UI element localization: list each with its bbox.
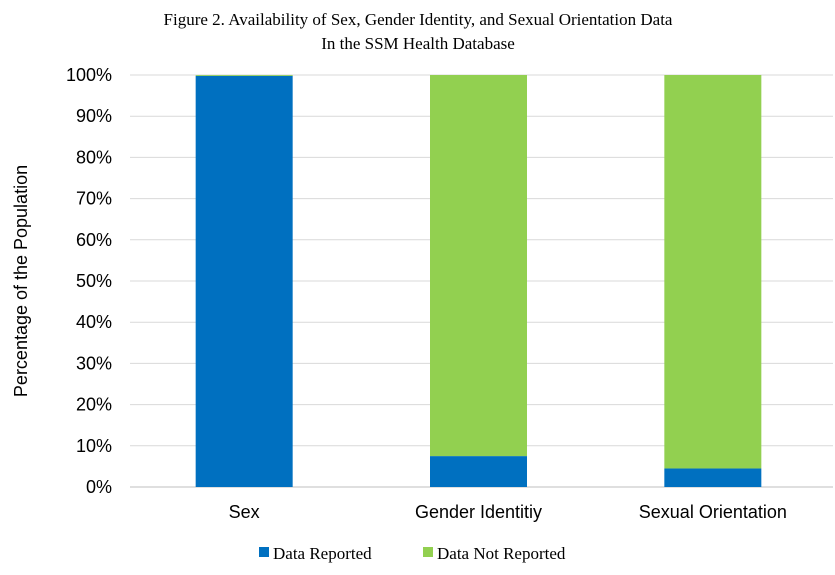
y-tick-label: 90% (76, 106, 112, 126)
y-tick-label: 20% (76, 395, 112, 415)
y-tick-label: 80% (76, 147, 112, 167)
x-category-label: Gender Identitiy (415, 502, 542, 522)
y-tick-label: 10% (76, 436, 112, 456)
y-tick-label: 40% (76, 312, 112, 332)
bar-segment (195, 75, 293, 487)
bar-segment (664, 468, 762, 487)
x-category-label: Sex (229, 502, 260, 522)
chart-title: Figure 2. Availability of Sex, Gender Id… (164, 10, 673, 29)
bar-segment (430, 456, 527, 487)
y-tick-label: 70% (76, 189, 112, 209)
y-axis-ticks: 0% 10% 20% 30% 40% 50% 60% 70% 80% 90% 100% (66, 65, 112, 497)
legend-swatch (423, 547, 433, 557)
y-tick-label: 50% (76, 271, 112, 291)
legend-swatch (259, 547, 269, 557)
y-axis-label: Percentage of the Population (11, 165, 31, 397)
y-tick-label: 30% (76, 353, 112, 373)
legend: Data Reported Data Not Reported (259, 544, 566, 563)
bar-segment (430, 75, 527, 457)
chart-subtitle: In the SSM Health Database (321, 34, 515, 53)
legend-label: Data Not Reported (437, 544, 566, 563)
bar-segment (195, 75, 293, 76)
bar-segment (664, 75, 762, 469)
bars (195, 75, 762, 487)
y-tick-label: 60% (76, 230, 112, 250)
y-tick-label: 0% (86, 477, 112, 497)
x-axis-categories: Sex Gender Identitiy Sexual Orientation (229, 502, 787, 522)
x-category-label: Sexual Orientation (639, 502, 787, 522)
y-tick-label: 100% (66, 65, 112, 85)
legend-label: Data Reported (273, 544, 372, 563)
